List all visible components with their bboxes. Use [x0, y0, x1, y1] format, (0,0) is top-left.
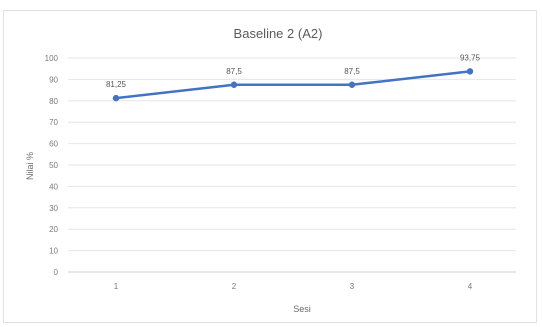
- x-axis-label: Sesi: [293, 304, 311, 314]
- x-tick-label: 1: [114, 282, 119, 291]
- y-tick-label: 30: [49, 204, 58, 213]
- y-tick-label: 20: [49, 225, 58, 234]
- data-label: 93,75: [460, 53, 481, 62]
- grid-lines: [68, 57, 516, 273]
- y-axis-label: Nilai %: [25, 152, 35, 180]
- x-tick-label: 3: [350, 282, 355, 291]
- y-tick-label: 60: [49, 140, 58, 149]
- data-point: [230, 81, 238, 88]
- y-tick-label: 100: [45, 54, 59, 63]
- data-point: [348, 81, 356, 88]
- data-labels: 81,25 87,5 87,5 93,75: [106, 53, 481, 89]
- series-layer: [112, 68, 474, 102]
- y-tick-label: 0: [54, 268, 59, 277]
- x-tick-label: 4: [468, 282, 473, 291]
- x-axis-ticks: 1 2 3 4: [114, 282, 473, 291]
- data-point: [112, 94, 120, 102]
- data-point: [466, 68, 474, 75]
- data-label: 87,5: [344, 67, 360, 76]
- y-axis-ticks: 0 10 20 30 40 50 60 70 80 90 100: [45, 54, 59, 277]
- series-line: [114, 70, 472, 100]
- y-tick-label: 70: [49, 118, 58, 127]
- chart-title: Baseline 2 (A2): [234, 26, 323, 41]
- y-tick-label: 40: [49, 182, 58, 191]
- data-label: 81,25: [106, 80, 127, 89]
- y-tick-label: 10: [49, 247, 58, 256]
- chart-frame: [3, 10, 537, 323]
- y-tick-label: 80: [49, 97, 58, 106]
- data-label: 87,5: [226, 67, 242, 76]
- y-tick-label: 50: [49, 161, 58, 170]
- x-tick-label: 2: [232, 282, 237, 291]
- y-tick-label: 90: [49, 75, 58, 84]
